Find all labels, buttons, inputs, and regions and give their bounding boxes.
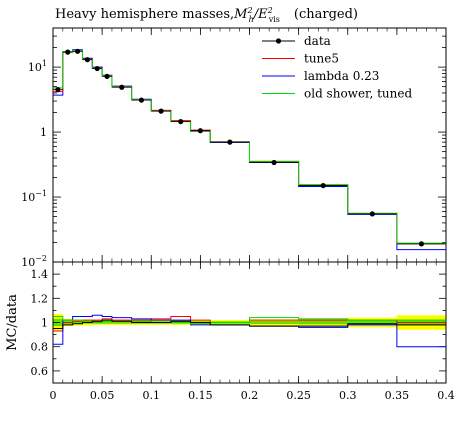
x-tick-label: 0.35 — [385, 389, 410, 402]
ratio-y-tick-label: 1 — [41, 317, 48, 330]
title-math-sub2: vis — [268, 15, 280, 24]
data-point — [197, 128, 203, 134]
legend-label: tune5 — [304, 52, 339, 66]
y-tick-label: 10−2 — [21, 254, 47, 269]
x-tick-label: 0 — [50, 389, 57, 402]
ratio-y-tick-label: 1.2 — [31, 292, 49, 305]
ratio-line-old-shower-tuned-lower- — [53, 319, 446, 330]
data-point — [119, 84, 125, 90]
data-point — [138, 97, 145, 103]
data-point — [178, 118, 184, 125]
series-line-old-shower-tuned — [53, 50, 446, 244]
data-point — [320, 182, 326, 189]
chart-title: Heavy hemisphere masses, M2 h/E2 vis (char… — [55, 6, 358, 24]
data-point — [271, 159, 277, 166]
data-point — [55, 87, 61, 93]
ratio-line-lambda-0-23 — [53, 314, 446, 348]
legend-label: lambda 0.23 — [304, 69, 379, 83]
legend-marker — [275, 38, 282, 44]
data-point — [94, 65, 100, 72]
y-tick-exponent: 1 — [42, 59, 47, 68]
data-point — [158, 108, 164, 114]
title-text: Heavy hemisphere masses, — [55, 7, 234, 22]
y-tick-label: 1 — [40, 126, 47, 139]
title-math-slash: /E — [252, 7, 268, 22]
legend-label: old shower, tuned — [304, 87, 412, 101]
title-math-sup: 2 — [246, 6, 252, 15]
y-tick-label: 10−1 — [21, 189, 47, 204]
title-math-sub: h — [249, 15, 254, 24]
y-tick-label: 101 — [28, 59, 47, 74]
ratio-y-axis-label: MC/data — [5, 294, 20, 351]
uncertainty-band-inner — [249, 321, 299, 324]
y-tick-exponent: −2 — [35, 254, 47, 263]
x-tick-label: 0.15 — [188, 389, 213, 402]
title-suffix: (charged) — [294, 7, 358, 22]
data-point — [369, 211, 375, 217]
uncertainty-band-inner — [111, 321, 132, 324]
legend-label: data — [304, 34, 331, 48]
uncertainty-band-inner — [102, 321, 112, 324]
ratio-y-tick-label: 1.4 — [31, 268, 49, 281]
x-tick-label: 0.2 — [241, 389, 259, 402]
data-point — [227, 139, 233, 145]
x-tick-label: 0.05 — [90, 389, 115, 402]
uncertainty-band-inner — [347, 320, 397, 325]
x-tick-label: 0.1 — [143, 389, 161, 402]
data-point — [84, 57, 90, 63]
uncertainty-band-inner — [298, 320, 348, 325]
data-point — [65, 49, 71, 55]
uncertainty-band-inner — [72, 321, 83, 324]
y-tick-exponent: −1 — [35, 189, 47, 198]
title-math-sup2: 2 — [267, 6, 273, 15]
data-point — [418, 241, 425, 247]
ratio-y-tick-label: 0.8 — [31, 341, 49, 354]
title-math: M2 h/E2 vis — [233, 6, 280, 24]
data-point — [104, 73, 110, 79]
ratio-panel: 0.6 0.8 1 1.2 1.4 0 0.05 0.1 0.15 0.2 0.25 0.3 0.35 0… — [5, 261, 455, 402]
x-tick-label: 0.4 — [437, 389, 455, 402]
x-tick-label: 0.25 — [286, 389, 311, 402]
ratio-y-tick-label: 0.6 — [31, 365, 49, 378]
x-tick-label: 0.3 — [339, 389, 357, 402]
data-point — [74, 48, 81, 54]
